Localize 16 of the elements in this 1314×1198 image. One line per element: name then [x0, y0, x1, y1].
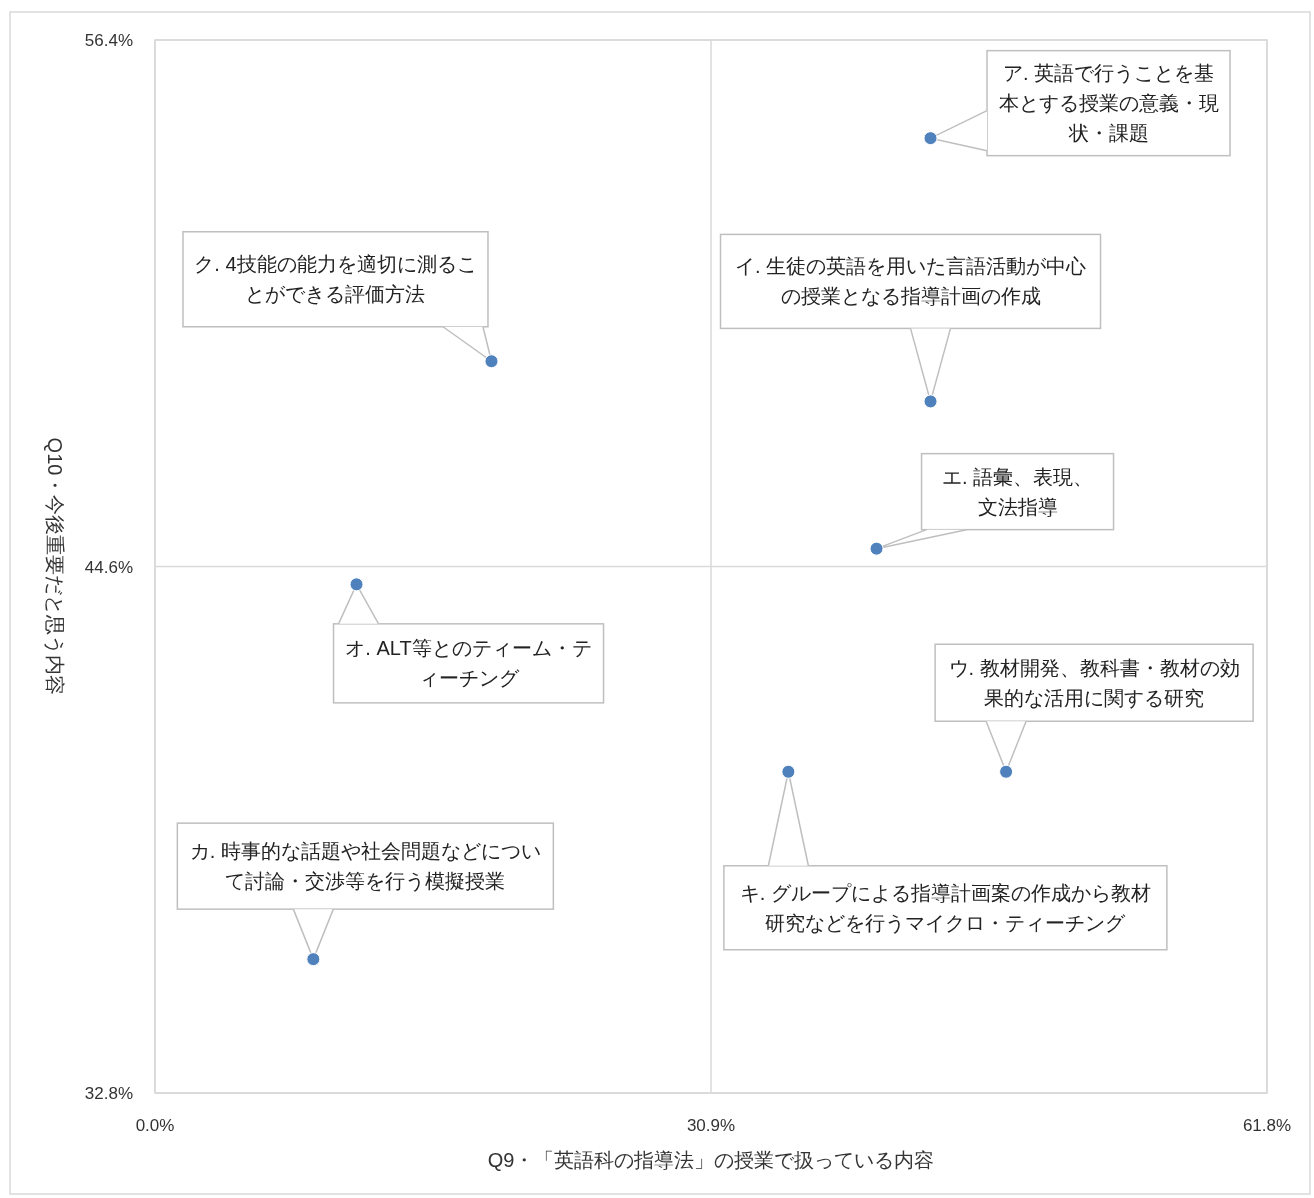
- annotation: イ. 生徒の英語を用いた言語活動が中心の授業となる指導計画の作成: [734, 255, 1087, 308]
- x-tick-label: 0.0%: [135, 1116, 175, 1135]
- annotation: キ. グループによる指導計画案の作成から教材研究などを行うマイクロ・ティーチング: [739, 881, 1151, 934]
- y-tick-label: 32.8%: [84, 1084, 133, 1103]
- annotation: ア. 英語で行うことを基本とする授業の意義・現状・課題: [998, 62, 1219, 145]
- x-axis-title: Q9・「英語科の指導法」の授業で扱っている内容: [487, 1149, 935, 1171]
- y-tick-label: 56.4%: [84, 31, 133, 50]
- annotation: エ. 語彙、表現、文法指導: [941, 465, 1094, 518]
- annotation: ウ. 教材開発、教科書・教材の効果的な活用に関する研究: [948, 656, 1240, 709]
- annotation: カ. 時事的な話題や社会問題などについて討論・交渉等を行う模擬授業: [189, 840, 541, 893]
- annotation: オ. ALT等とのティーム・ティーチング: [345, 637, 592, 690]
- x-tick-label: 61.8%: [1242, 1116, 1292, 1135]
- y-tick-label: 44.6%: [84, 557, 133, 577]
- y-axis-title: Q10・今後重要だと思う内容: [44, 437, 66, 696]
- x-tick-label: 30.9%: [686, 1116, 736, 1135]
- annotation: ク. 4技能の能力を適切に測ることができる評価方法: [194, 253, 477, 306]
